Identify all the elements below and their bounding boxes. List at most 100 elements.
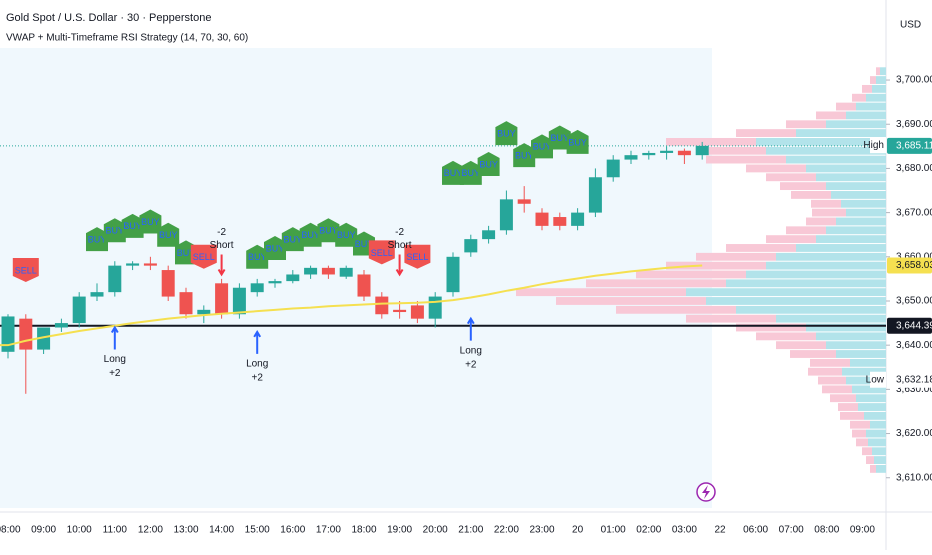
buy-signal [459, 160, 482, 185]
candle-body [232, 287, 246, 315]
y-tick-label: 3,680.00 [896, 163, 932, 174]
y-tick-label: 3,700.00 [896, 75, 932, 86]
long-arrow [466, 316, 475, 341]
entry-label: Long [460, 345, 482, 356]
session-background [0, 48, 712, 508]
x-tick-label: 23:00 [529, 525, 554, 536]
profile-sell [666, 137, 756, 146]
profile-buy [816, 235, 886, 244]
profile-sell [852, 429, 866, 438]
event-icon-bolt [702, 485, 710, 499]
x-tick-label: 12:00 [138, 525, 163, 536]
profile-buy [786, 155, 886, 164]
profile-sell [876, 67, 880, 76]
signal-label: BUY [301, 230, 320, 240]
profile-buy [776, 252, 886, 261]
profile-buy [872, 447, 886, 456]
entry-label: Short [388, 240, 412, 251]
x-tick-label: 09:00 [31, 525, 56, 536]
signal-label: BUY [444, 168, 463, 178]
candle-body [642, 152, 656, 156]
candle-body [624, 155, 638, 160]
profile-buy [841, 199, 886, 208]
profile-buy [816, 173, 886, 182]
profile-sell [812, 208, 846, 217]
profile-sell [811, 199, 841, 208]
profile-buy [874, 456, 886, 464]
signal-label: BUY [177, 248, 196, 258]
profile-sell [822, 385, 852, 394]
x-tick-label: 17:00 [316, 525, 341, 536]
profile-sell [636, 270, 746, 279]
long-arrow [253, 329, 262, 354]
profile-sell [516, 288, 686, 297]
short-arrow [217, 254, 226, 277]
profile-buy [736, 305, 886, 314]
profile-buy [766, 146, 886, 155]
profile-sell [870, 76, 876, 84]
profile-sell [862, 447, 872, 456]
candle-body [428, 296, 442, 319]
profile-sell [791, 191, 831, 199]
candle-body [1, 316, 15, 352]
profile-sell [790, 350, 836, 358]
profile-sell [836, 102, 856, 111]
profile-sell [830, 394, 856, 403]
entry-label: Long [246, 359, 268, 370]
y-tick-label: 3,690.00 [896, 119, 932, 130]
candle-body [19, 318, 33, 350]
price-tag-label: 3,685.11 [896, 140, 932, 151]
candle-body [250, 283, 264, 293]
signal-label: BUY [515, 151, 534, 161]
candle-body [197, 309, 211, 315]
x-tick-label: 07:00 [779, 525, 804, 536]
candle-body [268, 281, 282, 284]
profile-buy [836, 350, 886, 358]
buy-signal [317, 218, 340, 243]
profile-sell [806, 217, 836, 226]
candle-body [553, 217, 567, 226]
profile-buy [872, 84, 886, 93]
candle-body [535, 212, 549, 226]
candle-body [321, 267, 335, 275]
profile-sell [862, 84, 872, 93]
candle-body [499, 199, 513, 231]
price-tag-name-box [870, 371, 886, 388]
candle-body [179, 292, 193, 315]
profile-sell [736, 323, 806, 332]
profile-sell [766, 173, 816, 182]
profile-sell [776, 341, 826, 350]
price-tag [887, 257, 932, 274]
profile-sell [840, 411, 864, 420]
price-tag [887, 317, 932, 334]
price-tag-name-box [870, 137, 886, 154]
candle-body [90, 292, 104, 297]
signal-label: BUY [284, 235, 303, 245]
profile-sell [786, 226, 826, 235]
entry-qty: -2 [395, 227, 404, 238]
x-tick-label: 22 [714, 525, 726, 536]
y-tick-label: 3,640.00 [896, 340, 932, 351]
profile-buy [806, 323, 886, 332]
candle-body [54, 323, 68, 328]
buy-signal [477, 152, 500, 177]
candle-body [410, 305, 424, 319]
profile-buy [846, 208, 886, 217]
profile-buy [846, 376, 886, 385]
x-tick-label: 14:00 [209, 525, 234, 536]
candle-body [126, 263, 140, 266]
candle-body [517, 199, 531, 204]
currency[interactable]: USD [900, 20, 921, 31]
buy-signal [103, 218, 126, 243]
signal-label: BUY [355, 239, 374, 249]
profile-buy [831, 191, 886, 199]
signal-label: BUY [159, 230, 178, 240]
candle-body [108, 265, 122, 293]
x-tick-label: 03:00 [672, 525, 697, 536]
profile-buy [866, 429, 886, 438]
candle-body [286, 274, 300, 282]
strategy-label: VWAP + Multi-Timeframe RSI Strategy (14,… [6, 33, 248, 44]
profile-buy [852, 385, 886, 394]
profile-buy [746, 270, 886, 279]
profile-buy [816, 332, 886, 341]
